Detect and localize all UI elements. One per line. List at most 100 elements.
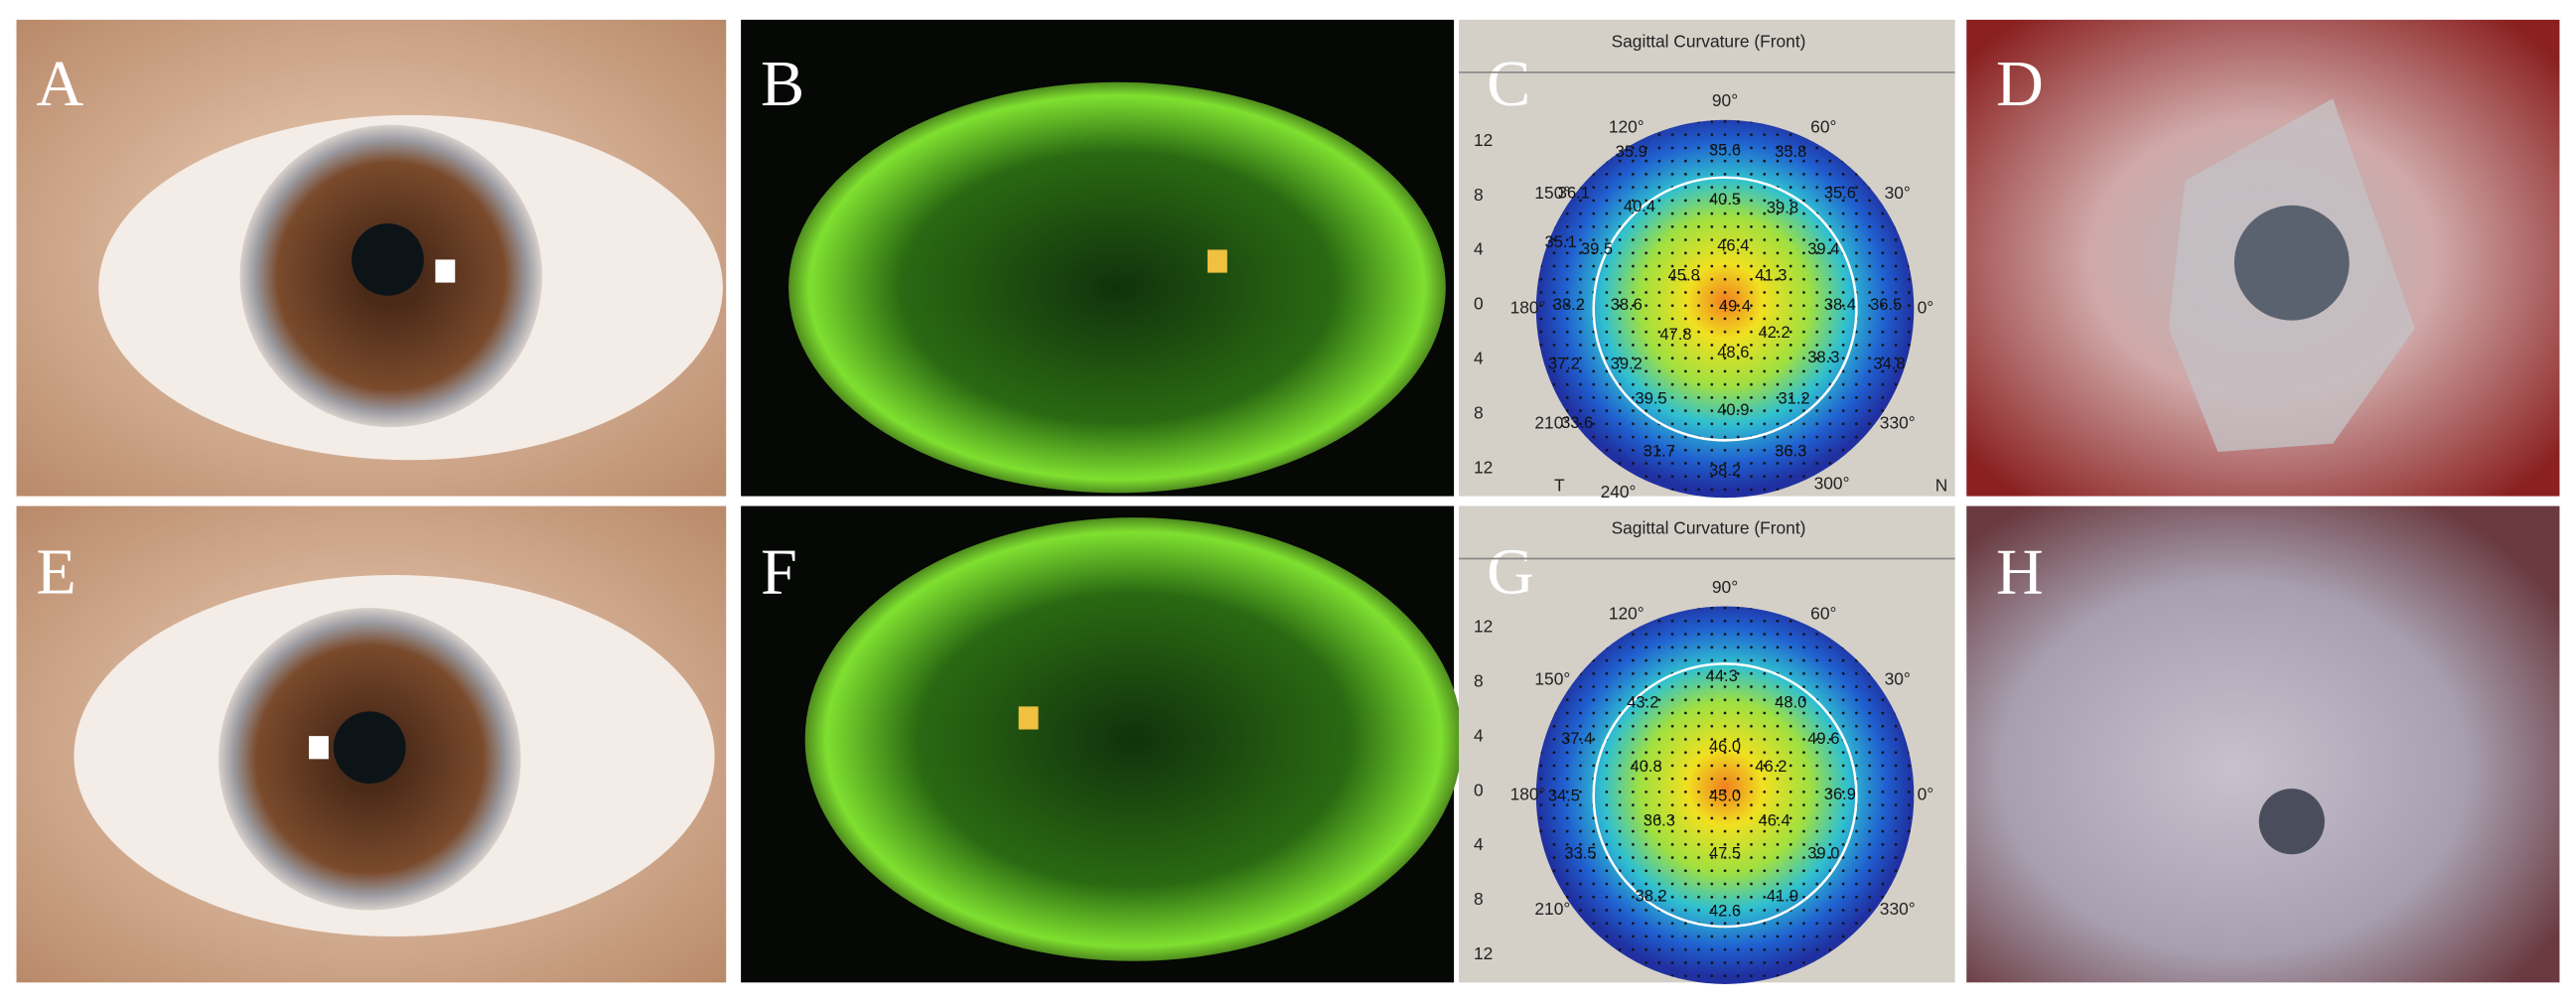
curvature-value: 35.9 [1616,142,1647,161]
angle-label: 180° [1510,784,1546,803]
y-axis-label: 4 [1474,725,1484,745]
curvature-value: 48.6 [1717,343,1749,361]
angle-label: 60° [1810,117,1836,137]
curvature-value: 35.1 [1545,232,1577,251]
angle-label: 300° [1814,474,1850,494]
y-axis-label: 12 [1474,130,1493,150]
curvature-value: 47.8 [1659,325,1691,344]
map-title: Sagittal Curvature (Front) [1612,517,1806,537]
curvature-value: 46.4 [1717,236,1749,255]
reflex [435,259,456,283]
panel-label: H [1996,536,2044,609]
cornea [788,81,1446,494]
curvature-value: 37.2 [1548,355,1580,373]
curvature-value: 48.0 [1775,692,1806,711]
y-axis-label: 12 [1474,943,1493,963]
pupil [333,711,406,785]
curvature-value: 46.0 [1709,737,1741,756]
map-title: Sagittal Curvature (Front) [1612,32,1806,52]
angle-label: 90° [1712,577,1738,597]
zone-ring [1592,662,1858,929]
angle-label: 120° [1609,117,1645,137]
angle-label: 0° [1918,298,1934,318]
curvature-value: 38.2 [1553,295,1585,314]
curvature-value: 45.8 [1668,265,1700,284]
curvature-value: 31.2 [1778,388,1809,407]
curvature-value: 39.5 [1581,239,1613,258]
curvature-value: 37.4 [1561,729,1593,748]
topography-grid [1535,119,1915,499]
curvature-value: 41.3 [1755,265,1787,284]
panel-label: D [1996,48,2044,120]
angle-label: 210° [1534,899,1570,919]
reflex [1207,249,1227,273]
curvature-value: 39.5 [1636,388,1667,407]
angle-label: 60° [1810,603,1836,623]
y-axis-label: 8 [1474,889,1484,909]
panel-label: E [36,536,75,609]
curvature-value: 39.0 [1807,844,1839,863]
curvature-value: 43.2 [1627,692,1658,711]
y-axis-label: 8 [1474,670,1484,690]
curvature-value: 33.5 [1564,844,1596,863]
curvature-value: 36.3 [1775,441,1806,460]
angle-label: 90° [1712,90,1738,110]
curvature-value: 49.4 [1719,297,1751,316]
curvature-value: 36.9 [1824,785,1856,803]
photo-panels [16,19,2560,984]
curvature-value: 40.9 [1717,400,1749,419]
photo [1966,505,2560,983]
topography-grid [1535,606,1915,984]
y-axis-label: 8 [1474,185,1484,205]
curvature-value: 35.6 [1824,184,1856,203]
curvature-value: 44.3 [1706,666,1738,685]
curvature-value: 34.8 [1873,355,1905,373]
curvature-value: 41.9 [1767,887,1798,906]
y-axis-label: 0 [1474,294,1484,314]
curvature-value: 38.2 [1636,887,1667,906]
angle-label: 120° [1609,603,1645,623]
y-axis-label: 4 [1474,349,1484,368]
curvature-value: 39.8 [1767,198,1798,216]
curvature-value: 45.0 [1709,787,1741,805]
angle-label: 30° [1885,669,1911,689]
y-axis-label: 12 [1474,617,1493,637]
angle-label: 240° [1601,482,1637,502]
corner-label: N [1935,475,1948,495]
y-axis-label: 4 [1474,239,1484,259]
zone-ring [1592,176,1858,442]
curvature-value: 31.7 [1644,441,1675,460]
angle-label: 0° [1918,784,1934,803]
curvature-value: 40.5 [1709,190,1741,209]
curvature-value: 38.6 [1611,295,1643,314]
reflex [1018,706,1039,730]
angle-label: 330° [1880,899,1916,919]
curvature-value: 38.4 [1824,295,1856,314]
curvature-value: 36.5 [1870,295,1902,314]
panel-label: C [1487,48,1530,120]
curvature-value: 40.4 [1624,197,1655,216]
angle-label: 210° [1534,412,1570,432]
curvature-value: 49.6 [1807,729,1839,748]
curvature-value: 33.6 [1561,413,1593,432]
curvature-value: 38.3 [1807,348,1839,366]
y-axis-label: 8 [1474,403,1484,423]
curvature-value: 35.8 [1775,142,1806,161]
panel-label: F [761,536,797,609]
curvature-value: 36.1 [1558,184,1590,203]
panel-label: A [36,48,83,120]
curvature-value: 42.2 [1759,323,1790,342]
cornea [804,517,1463,961]
curvature-value: 46.2 [1755,757,1787,776]
pupil [2258,789,2325,855]
pupil [2233,205,2350,321]
panel-label: G [1487,536,1534,609]
y-axis-label: 0 [1474,780,1484,799]
curvature-value: 47.5 [1709,844,1741,863]
curvature-value: 38.2 [1709,461,1741,480]
panel-label: B [761,48,804,120]
angle-label: 30° [1885,183,1911,203]
angle-label: 150° [1534,183,1570,203]
